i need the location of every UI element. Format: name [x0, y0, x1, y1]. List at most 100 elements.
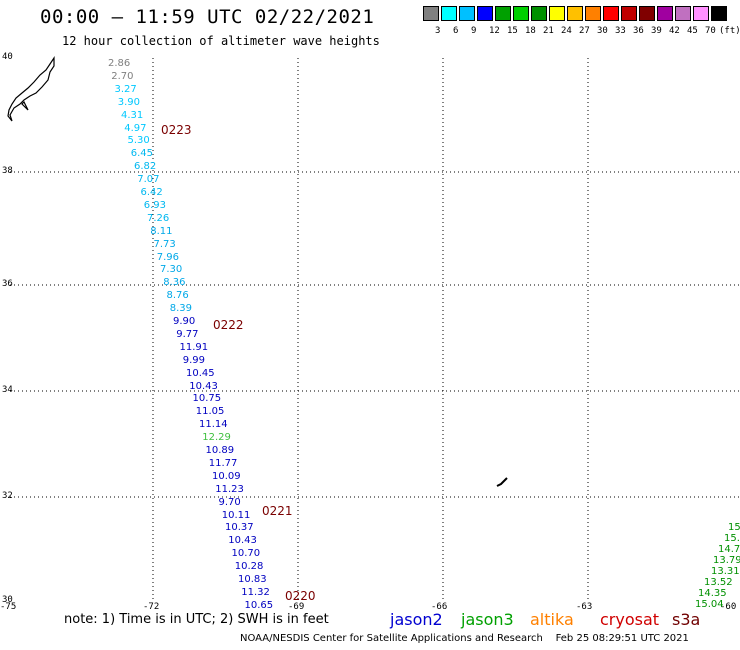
wave-height-value: 5.30 — [127, 135, 150, 147]
legend-swatch — [657, 6, 673, 21]
island-shape — [496, 477, 508, 487]
wave-height-value: 14.7 — [718, 544, 740, 555]
wave-height-value: 3.90 — [117, 96, 141, 108]
coastline-shape — [7, 56, 55, 122]
latitude-label: 36 — [2, 279, 13, 289]
wave-height-value: 11.05 — [195, 406, 225, 418]
legend-swatch — [621, 6, 637, 21]
latitude-label: 40 — [2, 52, 13, 62]
wave-height-value: 8.76 — [166, 290, 189, 302]
map-subtitle: 12 hour collection of altimeter wave hei… — [62, 34, 380, 48]
latitude-label: 30 — [2, 595, 13, 605]
wave-height-value: 9.70 — [218, 496, 241, 508]
wave-height-value: 7.73 — [153, 238, 176, 250]
legend-swatch — [459, 6, 475, 21]
legend-swatch — [693, 6, 709, 21]
legend-label: 3 — [435, 26, 441, 36]
legend-label: 42 — [669, 26, 680, 36]
wave-height-value: 13.31 — [711, 566, 740, 577]
wave-height-value: 11.91 — [179, 341, 209, 353]
wave-height-value: 10.45 — [186, 367, 215, 379]
wave-height-value: 15 — [728, 522, 740, 533]
wave-height-value: 11.14 — [199, 419, 228, 431]
legend-swatch — [585, 6, 601, 21]
longitude-label: -72 — [143, 602, 160, 612]
longitude-label: -63 — [576, 602, 593, 612]
wave-height-value: 9.90 — [173, 316, 196, 327]
legend-swatch — [513, 6, 529, 21]
map-title: 00:00 – 11:59 UTC 02/22/2021 — [40, 6, 375, 28]
legend-swatch — [567, 6, 583, 21]
legend-swatch — [549, 6, 565, 21]
legend-swatch — [531, 6, 547, 21]
wave-height-value: 11.32 — [241, 586, 270, 598]
wave-height-value: 7.26 — [147, 212, 170, 224]
legend-unit: (ft) — [719, 26, 740, 36]
wave-height-value: 6.93 — [143, 199, 167, 211]
satellite-name: jason3 — [461, 610, 514, 629]
wave-height-value: 3.27 — [114, 83, 137, 95]
legend-swatch — [441, 6, 457, 21]
legend-swatch — [711, 6, 727, 21]
footnote: note: 1) Time is in UTC; 2) SWH is in fe… — [64, 612, 329, 627]
wave-height-value: 9.99 — [182, 354, 206, 366]
wave-height-value: 8.39 — [169, 303, 193, 315]
wave-height-value: 6.45 — [130, 148, 154, 160]
wave-height-value: 10.83 — [238, 574, 267, 585]
legend-label: 45 — [687, 26, 698, 36]
legend-label: 27 — [579, 26, 590, 36]
longitude-label: -66 — [431, 602, 448, 612]
legend-swatch — [603, 6, 619, 21]
legend-label: 21 — [543, 26, 554, 36]
legend-label: 70 — [705, 26, 716, 36]
legend-label: 15 — [507, 26, 518, 36]
legend-swatch — [477, 6, 493, 21]
legend-label: 18 — [525, 26, 536, 36]
wave-height-value: 9.77 — [176, 328, 199, 340]
legend-label: 30 — [597, 26, 608, 36]
wave-height-value: 6.82 — [134, 161, 157, 173]
satellite-name: s3a — [672, 610, 701, 629]
satellite-name: cryosat — [600, 610, 660, 629]
legend-swatch — [639, 6, 655, 21]
wave-height-value: 15. — [724, 533, 740, 544]
latitude-label: 34 — [2, 385, 13, 395]
legend-label: 9 — [471, 26, 477, 36]
wave-height-value: 7.30 — [160, 264, 183, 276]
wave-height-value: 2.70 — [111, 70, 134, 82]
wave-height-value: 11.77 — [208, 457, 238, 469]
legend-label: 12 — [489, 26, 500, 36]
wave-height-value: 10.09 — [212, 470, 241, 482]
wave-height-value: 10.11 — [221, 509, 251, 521]
wave-height-value: 15.04 — [695, 599, 724, 610]
legend-label: 33 — [615, 26, 626, 36]
legend-label: 6 — [453, 26, 459, 36]
wave-height-value: 10.28 — [234, 561, 264, 573]
legend-label: 24 — [561, 26, 572, 36]
wave-height-value: 7.96 — [156, 251, 180, 263]
wave-height-value: 4.97 — [124, 122, 147, 134]
latitude-label: 38 — [2, 166, 13, 176]
wave-height-value: 8.11 — [150, 225, 173, 237]
date-label: 0220 — [285, 589, 316, 603]
wave-height-value: 10.37 — [225, 522, 254, 534]
date-label: 0223 — [161, 123, 192, 137]
wave-height-value: 7.07 — [137, 174, 160, 186]
longitude-label: -60 — [720, 602, 737, 612]
satellite-name: altika — [530, 610, 574, 629]
wave-height-value: 12.29 — [202, 432, 231, 444]
longitude-label: -75 — [0, 602, 17, 612]
longitude-label: -69 — [288, 602, 305, 612]
legend-label: 39 — [651, 26, 662, 36]
wave-height-value: 6.42 — [140, 187, 163, 198]
legend-swatch — [423, 6, 439, 21]
legend-swatch — [675, 6, 691, 21]
legend-swatch — [495, 6, 511, 21]
wave-height-value: 8.36 — [163, 277, 186, 289]
latitude-label: 32 — [2, 491, 13, 501]
wave-height-value: 14.35 — [698, 588, 727, 599]
wave-height-value: 10.65 — [244, 599, 274, 611]
date-label: 0221 — [262, 504, 293, 518]
wave-height-value: 10.43 — [228, 535, 257, 547]
